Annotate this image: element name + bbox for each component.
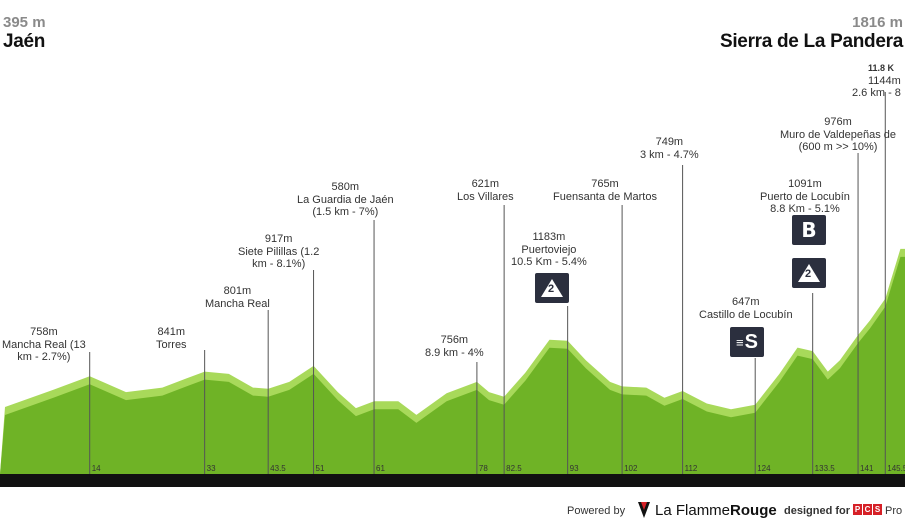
profile-area <box>0 256 905 474</box>
point-label-muro-valdepenas: 976m Muro de Valdepeñas de (600 m >> 10%) <box>780 116 896 153</box>
km-tick-label: 14 <box>91 464 101 473</box>
km-tick-label: 124 <box>757 464 771 473</box>
ground-strip <box>0 474 905 487</box>
start-altitude: 395 m <box>3 14 46 31</box>
point-label-castillo: 647m Castillo de Locubín <box>699 296 793 321</box>
powered-by-text: Powered by <box>567 505 626 517</box>
finish-info: 1816 m Sierra de La Pandera <box>720 14 903 53</box>
km-tick-label: 141 <box>860 464 874 473</box>
point-label-3km: 749m 3 km - 4.7% <box>640 136 699 161</box>
km-tick-label: 33 <box>206 464 216 473</box>
point-label-mancha-real-climb: 758m Mancha Real (13 km - 2.7%) <box>2 326 86 363</box>
sprint-badge: ≡ S <box>730 327 764 357</box>
brand-name: La FlammeRouge <box>655 502 777 519</box>
point-label-la-guardia: 580m La Guardia de Jaén (1.5 km - 7%) <box>297 181 394 218</box>
km-tick-label: 82.5 <box>506 464 522 473</box>
marker-lines-front <box>89 92 886 474</box>
point-label-8-9km: 756m 8.9 km - 4% <box>425 334 484 359</box>
km-tick-label: 145.5 <box>887 464 905 473</box>
km-tick-label: 78 <box>478 464 488 473</box>
flame-logo-icon <box>638 502 650 518</box>
point-label-puerto-locubin: 1091m Puerto de Locubín 8.8 Km - 5.1% <box>760 178 850 215</box>
point-label-los-villares: 621m Los Villares <box>457 178 514 203</box>
km-tick-label: 112 <box>684 464 698 473</box>
point-label-final: 11.8 K 1144m 2.6 km - 8 <box>852 63 901 99</box>
point-label-puertoviejo: 1183m Puertoviejo 10.5 Km - 5.4% <box>511 231 587 268</box>
start-info: 395 m Jaén <box>3 14 46 53</box>
point-label-mancha-real: 801m Mancha Real <box>205 285 270 310</box>
bonus-badge: B <box>792 215 826 245</box>
pcs-logo-icon: P C S <box>853 504 882 515</box>
start-name: Jaén <box>3 31 46 52</box>
km-tick-label: 61 <box>376 464 385 473</box>
designed-for-text: designed for <box>784 505 851 517</box>
point-label-torres: 841m Torres <box>156 326 187 351</box>
km-tick-label: 133.5 <box>814 464 835 473</box>
km-tick-label: 51 <box>315 464 325 473</box>
point-label-fuensanta: 765m Fuensanta de Martos <box>553 178 657 203</box>
point-label-siete-pilillas: 917m Siete Pilillas (1.2 km - 8.1%) <box>238 233 320 270</box>
finish-altitude: 1816 m <box>852 14 903 31</box>
km-tick-label: 102 <box>624 464 638 473</box>
cat2-badge-puerto-locubin: 2 <box>792 258 826 288</box>
finish-name: Sierra de La Pandera <box>719 31 903 52</box>
km-tick-label: 93 <box>569 464 579 473</box>
footer: Powered by La FlammeRouge designed for P… <box>0 494 905 525</box>
cat2-badge-puertoviejo: 2 <box>535 273 569 303</box>
km-tick-label: 43.5 <box>270 464 286 473</box>
pro-text: Pro <box>885 505 903 517</box>
